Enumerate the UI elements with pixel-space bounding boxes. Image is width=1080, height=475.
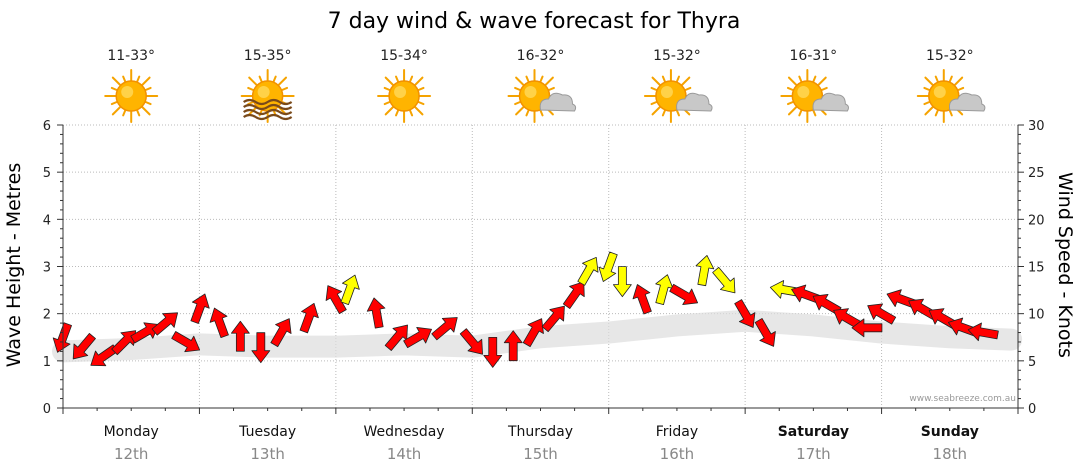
wind-arrow [695,255,715,287]
partly-cloudy-icon [780,69,849,123]
wind-arrow [270,318,292,348]
wind-arrow [967,322,999,342]
wind-arrow [251,332,271,364]
partly-cloudy-icon [643,69,713,123]
sun-icon [104,69,159,123]
temperature-range: 16-31° [790,48,838,64]
y-axis-label-right: Wind Speed - Knots [1054,172,1076,358]
wind-arrow [299,302,319,334]
wind-arrow [459,328,483,355]
wind-arrow [562,281,585,309]
wind-arrow [754,318,776,347]
wind-arrow-series [52,251,999,368]
wind-arrow [867,303,897,325]
day-date: 17th [796,445,830,463]
wind-arrow [190,293,210,324]
wind-arrow [712,266,736,294]
wind-arrow [541,305,565,333]
day-name: Thursday [507,424,573,440]
wind-arrow [522,318,544,348]
wind-arrow [598,251,618,282]
day-date: 12th [114,445,148,463]
y-axis-label-left: Wave Height - Metres [3,163,25,367]
day-name: Wednesday [364,424,445,440]
tick-label-right: 20 [1028,213,1045,228]
wind-arrow [851,318,883,338]
wind-arrow [503,330,523,362]
day-date: 15th [523,445,557,463]
day-name: Friday [656,424,698,440]
tick-label-left: 4 [43,213,51,228]
sun-icon [377,69,432,123]
day-date: 13th [250,445,284,463]
grid-lines [63,124,1018,408]
partly-cloudy-icon [507,69,577,123]
day-labels: Monday 12th Tuesday 13th Wednesday 14th Thursd… [104,424,979,463]
day-name: Sunday [921,424,979,440]
tick-label-left: 1 [43,355,51,370]
tick-label-right: 15 [1028,261,1045,276]
temperature-range: 16-32° [517,48,565,64]
wind-arrow [151,312,178,336]
partly-cloudy-icon [916,69,986,123]
wind-arrow [734,299,756,328]
wind-arrow [130,322,160,344]
wind-arrow [230,320,250,352]
temperature-range: 15-32° [653,48,701,64]
wind-arrow [577,256,599,286]
temperature-range: 15-32° [926,48,974,64]
wind-arrow [52,322,72,353]
tick-label-left: 2 [43,308,51,323]
weather-row: 11-33° 15-35° 15-34° 16-32° 15-32° 16-31° 15-3… [104,48,986,123]
wind-arrow [111,330,137,356]
tick-label-right: 5 [1028,355,1036,370]
chart-title: 7 day wind & wave forecast for Thyra [328,9,741,34]
day-date: 16th [660,445,694,463]
wind-arrow [171,331,201,353]
wind-arrow [483,336,503,368]
wind-arrow [72,332,96,360]
day-name: Monday [104,424,159,440]
wind-arrow [431,317,458,341]
wind-arrow [325,285,347,315]
tick-label-left: 6 [43,119,51,134]
credit-watermark: www.seabreeze.com.au [909,394,1016,404]
temperature-range: 15-35° [244,48,292,64]
tick-label-right: 10 [1028,308,1045,323]
wind-arrow [612,266,632,298]
day-date: 14th [387,445,421,463]
tick-label-right: 0 [1028,402,1036,417]
wind-arrow [632,284,652,315]
tick-label-right: 25 [1028,166,1045,181]
axes: 0 1 2 3 4 5 6 0 5 10 15 20 25 30 [43,119,1045,417]
tick-label-left: 5 [43,166,51,181]
sunny-haze-icon [240,69,295,123]
tick-label-left: 3 [43,261,51,276]
tick-label-left: 0 [43,402,51,417]
temperature-range: 15-34° [380,48,428,64]
wind-arrow [403,327,432,349]
wind-arrow [340,274,360,306]
wind-arrow [209,307,229,339]
day-name: Saturday [778,424,849,440]
wind-arrow [669,283,699,305]
day-name: Tuesday [238,424,296,440]
wind-arrow [366,297,386,329]
temperature-range: 11-33° [107,48,155,64]
tick-label-right: 30 [1028,119,1045,134]
day-date: 18th [933,445,967,463]
